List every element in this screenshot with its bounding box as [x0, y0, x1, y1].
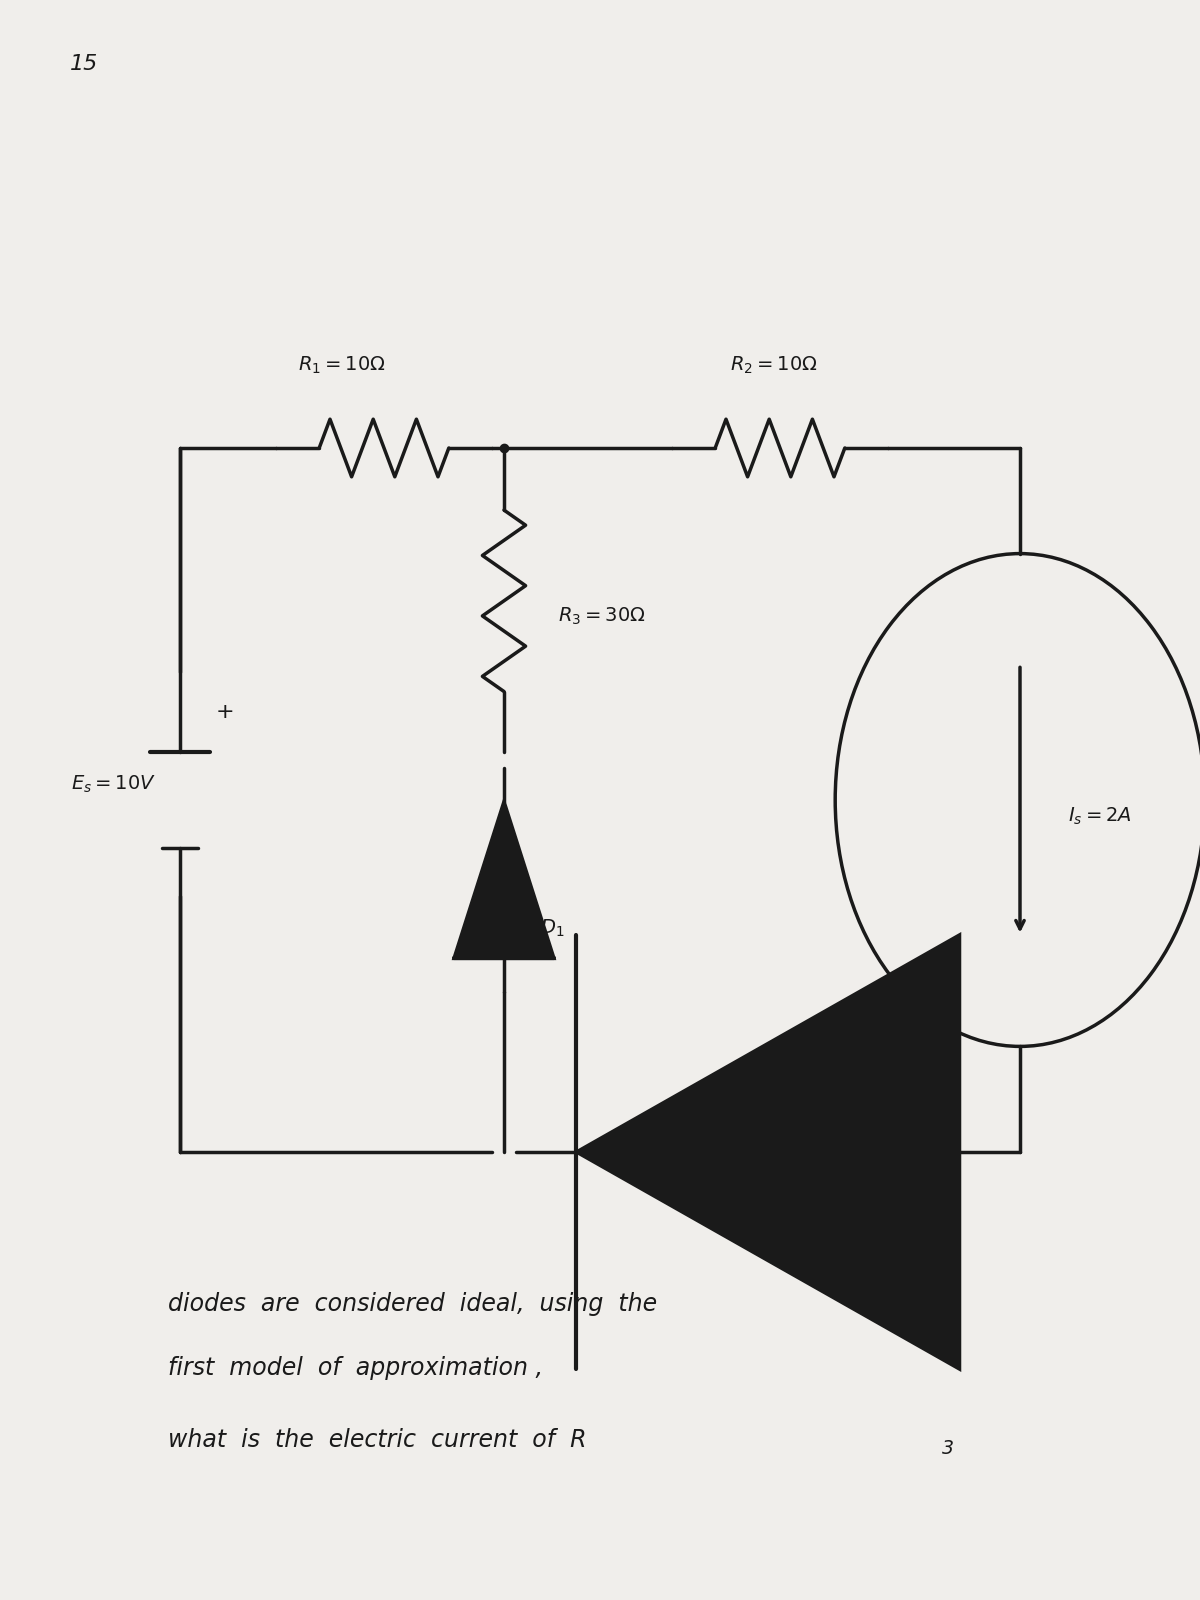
- Text: $R_3 = 30\Omega$: $R_3 = 30\Omega$: [558, 605, 646, 627]
- Text: +: +: [216, 702, 235, 722]
- Text: what  is  the  electric  current  of  R: what is the electric current of R: [168, 1427, 587, 1453]
- Text: first  model  of  approximation ,: first model of approximation ,: [168, 1357, 542, 1379]
- Polygon shape: [454, 802, 554, 958]
- Text: $E_s=10V$: $E_s=10V$: [71, 773, 157, 795]
- Text: $D_1$: $D_1$: [540, 917, 564, 939]
- Text: $R_2=10\Omega$: $R_2=10\Omega$: [730, 355, 818, 376]
- Text: $R_1=10\Omega$: $R_1=10\Omega$: [298, 355, 386, 376]
- Text: $I_s= 2A$: $I_s= 2A$: [1068, 805, 1132, 827]
- Text: diodes  are  considered  ideal,  using  the: diodes are considered ideal, using the: [168, 1293, 658, 1315]
- Text: 3: 3: [942, 1438, 954, 1458]
- Text: $D_2$: $D_2$: [774, 1216, 798, 1237]
- Polygon shape: [576, 934, 960, 1370]
- Text: 15: 15: [70, 54, 98, 74]
